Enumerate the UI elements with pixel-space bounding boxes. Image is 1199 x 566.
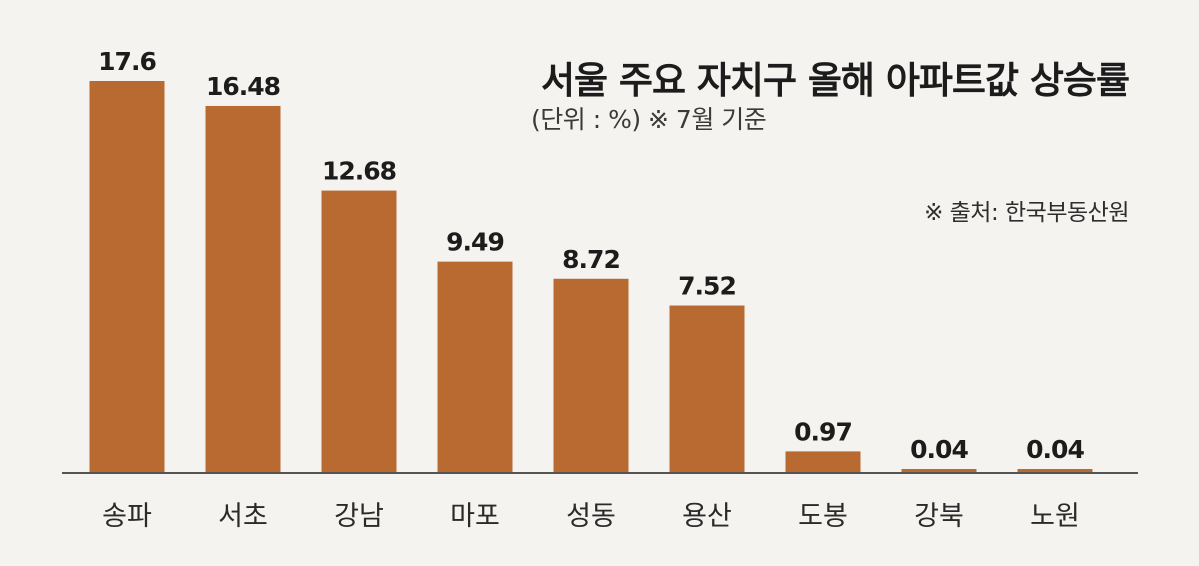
bar-value-label: 12.68 (322, 157, 396, 186)
bar (437, 261, 513, 473)
bar (321, 190, 397, 473)
bar (1017, 469, 1093, 473)
category-label: 성동 (566, 501, 616, 532)
bar (89, 81, 165, 473)
bar-value-label: 8.72 (562, 245, 620, 274)
chart-subtitle: (단위 : %) ※ 7월 기준 (531, 105, 767, 134)
chart-title: 서울 주요 자치구 올해 아파트값 상승률 (540, 59, 1130, 102)
category-label: 노원 (1030, 501, 1080, 532)
bar-value-label: 16.48 (206, 72, 280, 101)
category-label: 강북 (914, 501, 964, 532)
bar-value-label: 0.04 (1026, 435, 1084, 464)
category-label: 마포 (450, 501, 500, 532)
source-note: ※ 출처: 한국부동산원 (924, 200, 1129, 226)
bar-value-label: 9.49 (446, 228, 504, 257)
category-label: 용산 (682, 501, 732, 532)
bar-value-label: 17.6 (98, 47, 156, 76)
category-label: 강남 (334, 501, 384, 532)
bar-value-label: 0.04 (910, 435, 968, 464)
category-label: 송파 (102, 501, 152, 532)
bar (785, 451, 861, 473)
bar (901, 469, 977, 473)
bar (553, 278, 629, 473)
bar (205, 105, 281, 473)
bar (669, 305, 745, 473)
category-label: 서초 (218, 501, 268, 532)
category-label: 도봉 (798, 501, 848, 532)
bar-value-label: 0.97 (794, 417, 852, 446)
bar-value-label: 7.52 (678, 272, 736, 301)
